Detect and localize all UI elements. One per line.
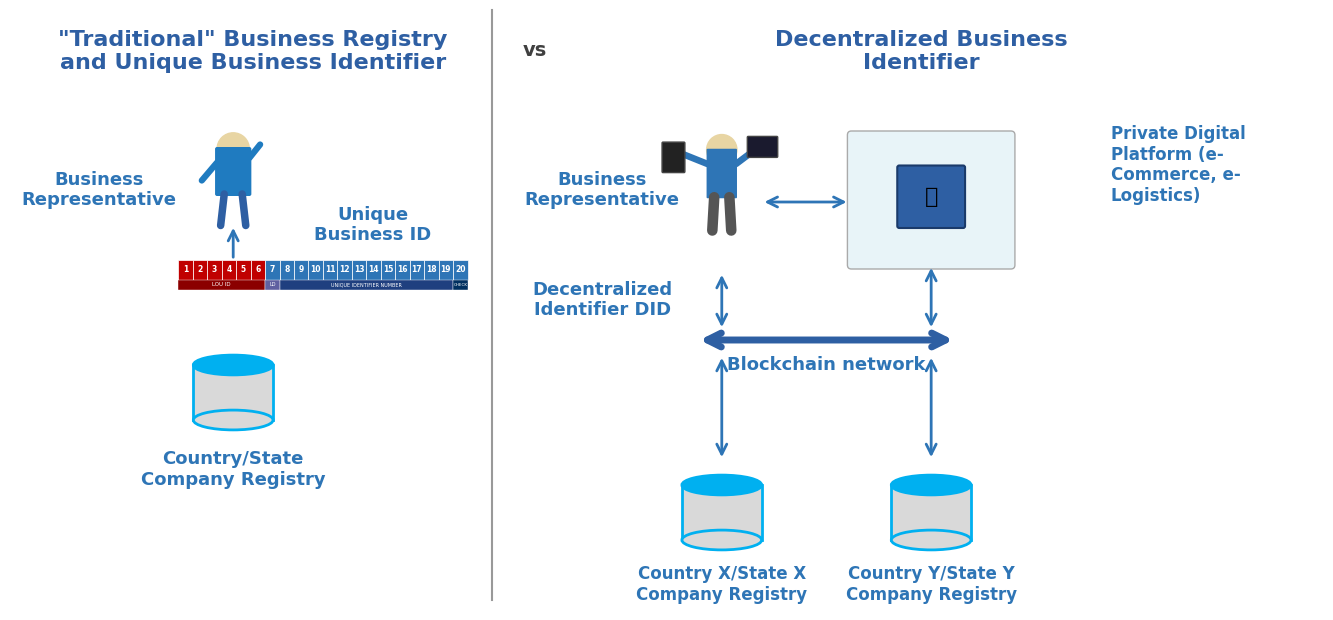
Ellipse shape [193,355,273,375]
FancyBboxPatch shape [439,260,453,280]
Text: 5: 5 [241,265,247,274]
Text: 18: 18 [427,265,437,274]
Text: 6: 6 [255,265,260,274]
Text: 3: 3 [212,265,217,274]
Text: 🛒: 🛒 [925,187,938,206]
FancyBboxPatch shape [323,260,337,280]
FancyBboxPatch shape [337,260,352,280]
Text: 15: 15 [383,265,393,274]
Circle shape [706,135,737,165]
FancyBboxPatch shape [682,485,761,540]
Text: LD: LD [269,282,276,287]
FancyBboxPatch shape [265,260,280,280]
FancyBboxPatch shape [424,260,439,280]
Text: 19: 19 [441,265,451,274]
Text: Blockchain network: Blockchain network [728,356,925,374]
Text: Country Y/State Y
Company Registry: Country Y/State Y Company Registry [845,565,1017,604]
Text: 2: 2 [197,265,203,274]
Text: Country/State
Company Registry: Country/State Company Registry [141,450,325,489]
Text: 10: 10 [311,265,321,274]
FancyBboxPatch shape [706,149,737,198]
FancyBboxPatch shape [221,260,236,280]
Text: 13: 13 [353,265,364,274]
FancyBboxPatch shape [193,260,208,280]
Circle shape [217,133,249,165]
Text: 9: 9 [299,265,304,274]
Text: 14: 14 [368,265,379,274]
Text: vs: vs [523,40,547,60]
FancyBboxPatch shape [236,260,251,280]
FancyBboxPatch shape [193,365,273,420]
FancyBboxPatch shape [748,136,777,157]
FancyBboxPatch shape [280,280,453,290]
Text: 1: 1 [183,265,188,274]
Text: LOU ID: LOU ID [212,282,231,287]
FancyBboxPatch shape [179,260,193,280]
Text: Business
Representative: Business Representative [21,170,176,210]
FancyBboxPatch shape [409,260,424,280]
FancyBboxPatch shape [265,280,280,290]
FancyBboxPatch shape [892,485,970,540]
FancyBboxPatch shape [308,260,323,280]
Text: UNIQUE IDENTIFIER NUMBER: UNIQUE IDENTIFIER NUMBER [331,282,401,287]
Text: Decentralized
Identifier DID: Decentralized Identifier DID [532,281,672,319]
Text: 17: 17 [412,265,423,274]
FancyBboxPatch shape [381,260,395,280]
Ellipse shape [193,410,273,430]
Text: 20: 20 [455,265,465,274]
FancyBboxPatch shape [208,260,221,280]
FancyBboxPatch shape [663,142,685,172]
Text: Decentralized Business
Identifier: Decentralized Business Identifier [774,30,1068,73]
FancyBboxPatch shape [453,260,468,280]
FancyBboxPatch shape [215,147,252,196]
FancyBboxPatch shape [295,260,308,280]
Text: 4: 4 [227,265,232,274]
FancyBboxPatch shape [848,131,1014,269]
Ellipse shape [892,530,970,550]
Text: Unique
Business ID: Unique Business ID [315,206,432,244]
Text: 8: 8 [284,265,289,274]
Ellipse shape [682,530,761,550]
Ellipse shape [682,475,761,495]
FancyBboxPatch shape [395,260,409,280]
FancyBboxPatch shape [453,280,468,290]
Text: 16: 16 [397,265,408,274]
Text: CHECK: CHECK [453,283,468,286]
Text: "Traditional" Business Registry
and Unique Business Identifier: "Traditional" Business Registry and Uniq… [59,30,448,73]
Text: 11: 11 [325,265,336,274]
FancyBboxPatch shape [280,260,295,280]
FancyBboxPatch shape [179,280,265,290]
Ellipse shape [892,475,970,495]
FancyBboxPatch shape [897,166,965,228]
Text: Business
Representative: Business Representative [525,170,680,210]
Text: 7: 7 [269,265,275,274]
FancyBboxPatch shape [251,260,265,280]
FancyBboxPatch shape [367,260,381,280]
Text: Country X/State X
Company Registry: Country X/State X Company Registry [636,565,808,604]
Text: Private Digital
Platform (e-
Commerce, e-
Logistics): Private Digital Platform (e- Commerce, e… [1110,125,1245,205]
Text: 12: 12 [340,265,349,274]
FancyBboxPatch shape [352,260,367,280]
